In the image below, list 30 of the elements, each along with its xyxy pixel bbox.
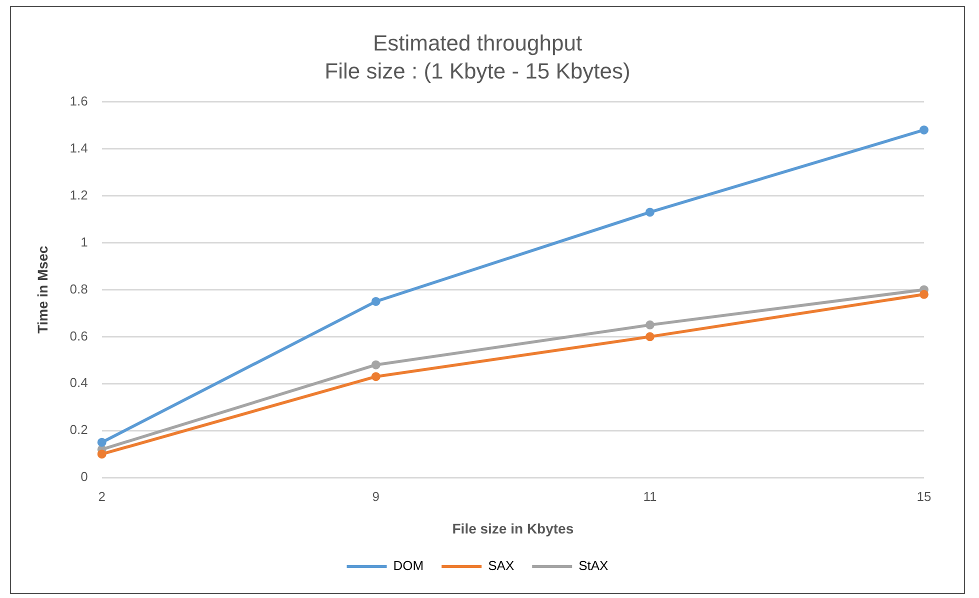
chart-subtitle: File size : (1 Kbyte - 15 Kbytes) <box>324 58 630 84</box>
x-tick-label: 15 <box>916 488 932 504</box>
legend-label: SAX <box>488 558 514 574</box>
point <box>97 450 106 459</box>
y-tick-label: 0 <box>80 469 88 484</box>
x-tick-label: 11 <box>643 488 657 504</box>
legend-label: StAX <box>578 558 609 574</box>
y-tick-label: 1.4 <box>70 140 88 156</box>
point <box>97 438 106 447</box>
point <box>371 296 380 306</box>
y-tick-label: 1.2 <box>70 187 88 202</box>
x-tick-label: 2 <box>98 488 106 504</box>
chart-title: Estimated throughput <box>372 30 582 56</box>
y-tick-label: 0.2 <box>70 422 88 438</box>
y-tick-label: 1 <box>80 234 88 250</box>
legend-label: DOM <box>393 558 424 574</box>
y-tick-label: 0.8 <box>70 281 88 296</box>
point <box>920 125 928 134</box>
point <box>645 320 654 330</box>
point <box>920 290 928 299</box>
point <box>645 208 654 217</box>
y-axis-title: Time in Msec <box>34 246 50 334</box>
y-tick-label: 0.6 <box>70 328 88 344</box>
point <box>645 332 654 342</box>
y-tick-label: 1.6 <box>70 93 88 108</box>
point <box>371 372 380 382</box>
x-axis-title: File size in Kbytes <box>452 520 574 536</box>
point <box>371 360 380 370</box>
x-tick-label: 9 <box>372 488 380 504</box>
y-tick-label: 0.4 <box>70 375 88 390</box>
